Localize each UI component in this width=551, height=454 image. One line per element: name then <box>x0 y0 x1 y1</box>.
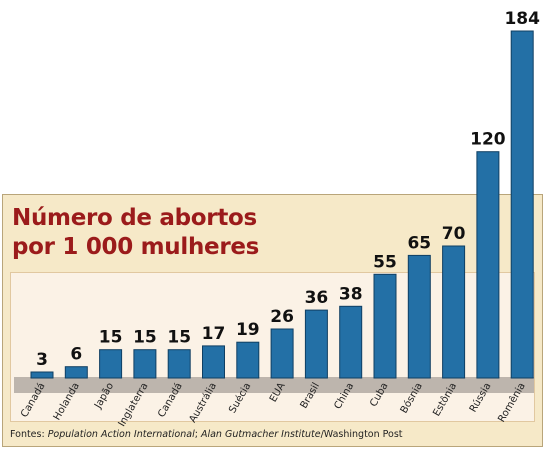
tick-label-13: Rússia <box>467 381 493 415</box>
value-label-2: 15 <box>99 328 123 348</box>
bar-3 <box>133 349 157 379</box>
bar-11 <box>407 254 431 379</box>
value-label-8: 36 <box>305 288 329 308</box>
baseline-band <box>14 377 534 393</box>
source-1: Population Action International <box>47 429 195 440</box>
bar-10 <box>373 273 397 379</box>
source-suffix: /Washington Post <box>320 429 403 440</box>
chart-title: Número de abortos por 1 000 mulheres <box>12 204 259 262</box>
tick-label-9: China <box>332 381 356 411</box>
tick-label-10: Cuba <box>368 381 390 409</box>
bar-13 <box>476 151 500 379</box>
value-label-3: 15 <box>133 328 157 348</box>
chart-title-line-1: Número de abortos <box>12 205 257 231</box>
bars-group <box>30 30 534 379</box>
tick-label-4: Canadá <box>155 381 184 420</box>
tick-label-12: Estônia <box>430 381 459 419</box>
value-label-10: 55 <box>373 252 397 272</box>
value-label-6: 19 <box>236 320 260 340</box>
tick-labels-group: Canadá Holanda Japão Inglaterra Canadá Austrá… <box>18 381 528 429</box>
tick-label-11: Bósnia <box>398 381 425 416</box>
value-label-0: 3 <box>36 350 48 370</box>
bar-4 <box>167 349 191 379</box>
source-note: Fontes: Population Action International;… <box>10 429 403 440</box>
tick-label-3: Inglaterra <box>117 381 151 429</box>
bar-12 <box>442 245 466 379</box>
value-label-11: 65 <box>407 233 431 253</box>
tick-label-1: Holanda <box>52 381 82 422</box>
source-prefix: Fontes: <box>10 429 48 440</box>
source-2: Alan Gutmacher Institute <box>200 429 321 440</box>
value-label-12: 70 <box>442 224 466 244</box>
value-label-4: 15 <box>167 328 191 348</box>
tick-label-0: Canadá <box>18 381 47 420</box>
value-label-9: 38 <box>339 284 363 304</box>
bar-8 <box>304 309 328 379</box>
value-label-5: 17 <box>202 324 226 344</box>
chart-title-line-2: por 1 000 mulheres <box>12 234 260 260</box>
value-label-7: 26 <box>270 307 294 327</box>
bar-6 <box>236 341 260 379</box>
value-label-14: 184 <box>504 9 540 29</box>
bar-14 <box>510 30 534 379</box>
tick-label-14: Romênia <box>496 381 528 425</box>
bar-9 <box>339 305 363 379</box>
tick-label-6: Suécia <box>226 381 253 416</box>
tick-label-2: Japão <box>92 381 116 411</box>
tick-label-7: EUA <box>268 381 288 404</box>
bar-2 <box>99 349 123 379</box>
value-label-1: 6 <box>70 345 82 365</box>
bar-5 <box>202 345 225 379</box>
tick-label-5: Austrália <box>187 381 220 425</box>
source-separator: ; <box>194 429 201 440</box>
bar-0 <box>30 371 54 379</box>
value-label-13: 120 <box>470 130 506 150</box>
tick-label-8: Brasil <box>299 381 322 411</box>
bar-7 <box>270 328 294 379</box>
bar-1 <box>64 366 88 379</box>
